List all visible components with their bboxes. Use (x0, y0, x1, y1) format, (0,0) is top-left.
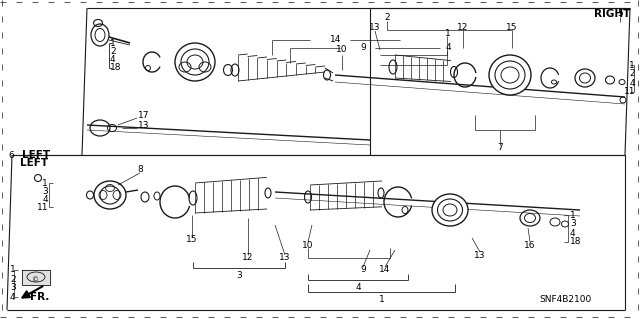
Text: 9: 9 (360, 265, 366, 275)
Text: 4: 4 (445, 43, 451, 53)
Text: 13: 13 (279, 254, 291, 263)
Text: 9: 9 (360, 43, 365, 53)
Text: 5: 5 (617, 10, 623, 19)
Text: 1: 1 (42, 179, 48, 188)
Ellipse shape (94, 181, 126, 209)
Text: 4: 4 (570, 228, 575, 238)
Text: 12: 12 (458, 24, 468, 33)
Text: 15: 15 (506, 24, 518, 33)
Text: 10: 10 (336, 46, 348, 55)
Text: 13: 13 (474, 250, 486, 259)
Text: 10: 10 (302, 241, 314, 249)
Text: 3: 3 (570, 219, 576, 228)
Text: 14: 14 (380, 265, 390, 275)
Text: 18: 18 (570, 238, 582, 247)
Ellipse shape (432, 194, 468, 226)
Text: 14: 14 (330, 35, 341, 44)
Text: 15: 15 (186, 235, 198, 244)
Ellipse shape (175, 43, 215, 81)
Text: 6: 6 (8, 151, 13, 160)
Text: FR.: FR. (30, 292, 50, 302)
Text: 4: 4 (10, 293, 15, 301)
Text: 1: 1 (445, 28, 451, 38)
Text: RIGHT: RIGHT (594, 9, 630, 19)
Text: 2: 2 (10, 275, 15, 284)
Text: 1: 1 (10, 265, 16, 275)
Text: 3: 3 (236, 271, 242, 279)
Text: 13: 13 (138, 121, 150, 130)
Text: 3: 3 (10, 284, 16, 293)
Text: ©: © (33, 277, 40, 283)
Text: 11: 11 (623, 87, 635, 97)
Text: 4: 4 (110, 55, 116, 63)
Text: 4: 4 (42, 195, 48, 204)
Text: 1: 1 (570, 211, 576, 219)
Text: 2: 2 (629, 70, 635, 78)
Text: 18: 18 (110, 63, 122, 71)
Text: SNF4B2100: SNF4B2100 (539, 295, 591, 305)
Text: 1: 1 (629, 61, 635, 70)
Text: 1: 1 (110, 39, 116, 48)
Text: 8: 8 (137, 166, 143, 174)
Ellipse shape (489, 55, 531, 95)
Text: 13: 13 (369, 24, 381, 33)
Text: 2: 2 (110, 47, 116, 56)
Text: 2: 2 (384, 13, 390, 23)
Polygon shape (22, 270, 50, 285)
Text: 4: 4 (629, 78, 635, 87)
Text: 11: 11 (36, 203, 48, 211)
Text: LEFT: LEFT (20, 158, 48, 168)
Text: LEFT: LEFT (22, 150, 50, 160)
Text: 3: 3 (42, 187, 48, 196)
Text: 12: 12 (243, 254, 253, 263)
Text: 7: 7 (497, 144, 503, 152)
Text: 4: 4 (355, 283, 361, 292)
Text: 16: 16 (524, 241, 536, 249)
Text: 17: 17 (138, 110, 150, 120)
Text: 1: 1 (379, 295, 385, 305)
